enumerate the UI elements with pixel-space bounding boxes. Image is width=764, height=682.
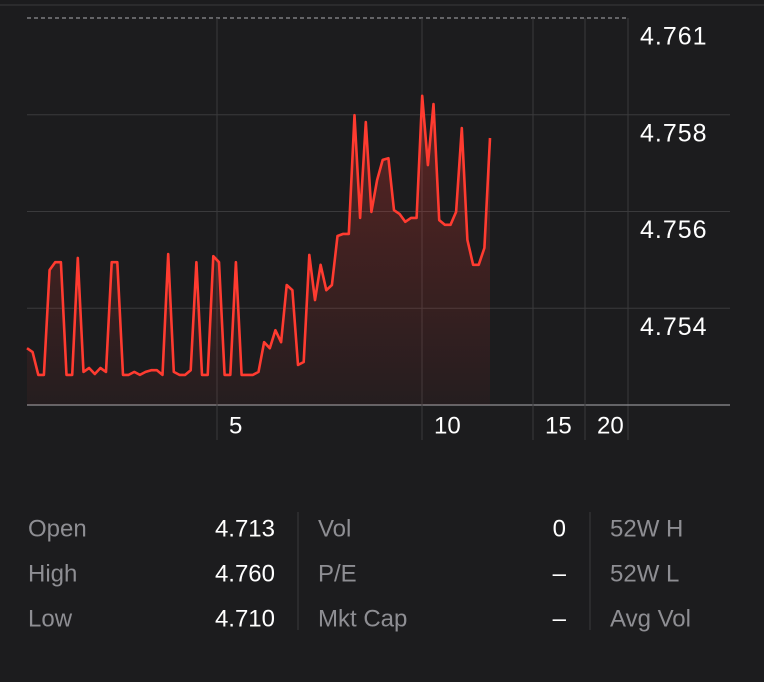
stat-label: High	[28, 560, 77, 587]
x-tick-label: 5	[229, 412, 242, 439]
stat-label: Vol	[318, 515, 351, 542]
stat-value: –	[553, 605, 567, 632]
stat-label: Avg Vol	[610, 605, 691, 632]
x-tick-label: 10	[434, 412, 461, 439]
stat-value: –	[553, 560, 567, 587]
y-tick-label: 4.756	[640, 216, 708, 244]
stat-label: 52W L	[610, 560, 679, 587]
price-line	[26, 94, 492, 377]
stat-label: Mkt Cap	[318, 605, 407, 632]
x-tick-label: 15	[545, 412, 572, 439]
area	[27, 95, 490, 406]
stat-label: 52W H	[610, 515, 683, 542]
stat-value: 4.710	[215, 605, 275, 632]
y-tick-label: 4.761	[640, 23, 708, 51]
y-tick-label: 4.754	[640, 313, 708, 341]
stat-value: 4.760	[215, 560, 275, 587]
stat-label: P/E	[318, 560, 357, 587]
y-tick-label: 4.758	[640, 119, 708, 147]
stat-label: Open	[28, 515, 87, 542]
x-tick-label: 20	[597, 412, 624, 439]
stat-value: 4.713	[215, 515, 275, 542]
stat-label: Low	[28, 605, 73, 632]
stat-value: 0	[553, 515, 566, 542]
